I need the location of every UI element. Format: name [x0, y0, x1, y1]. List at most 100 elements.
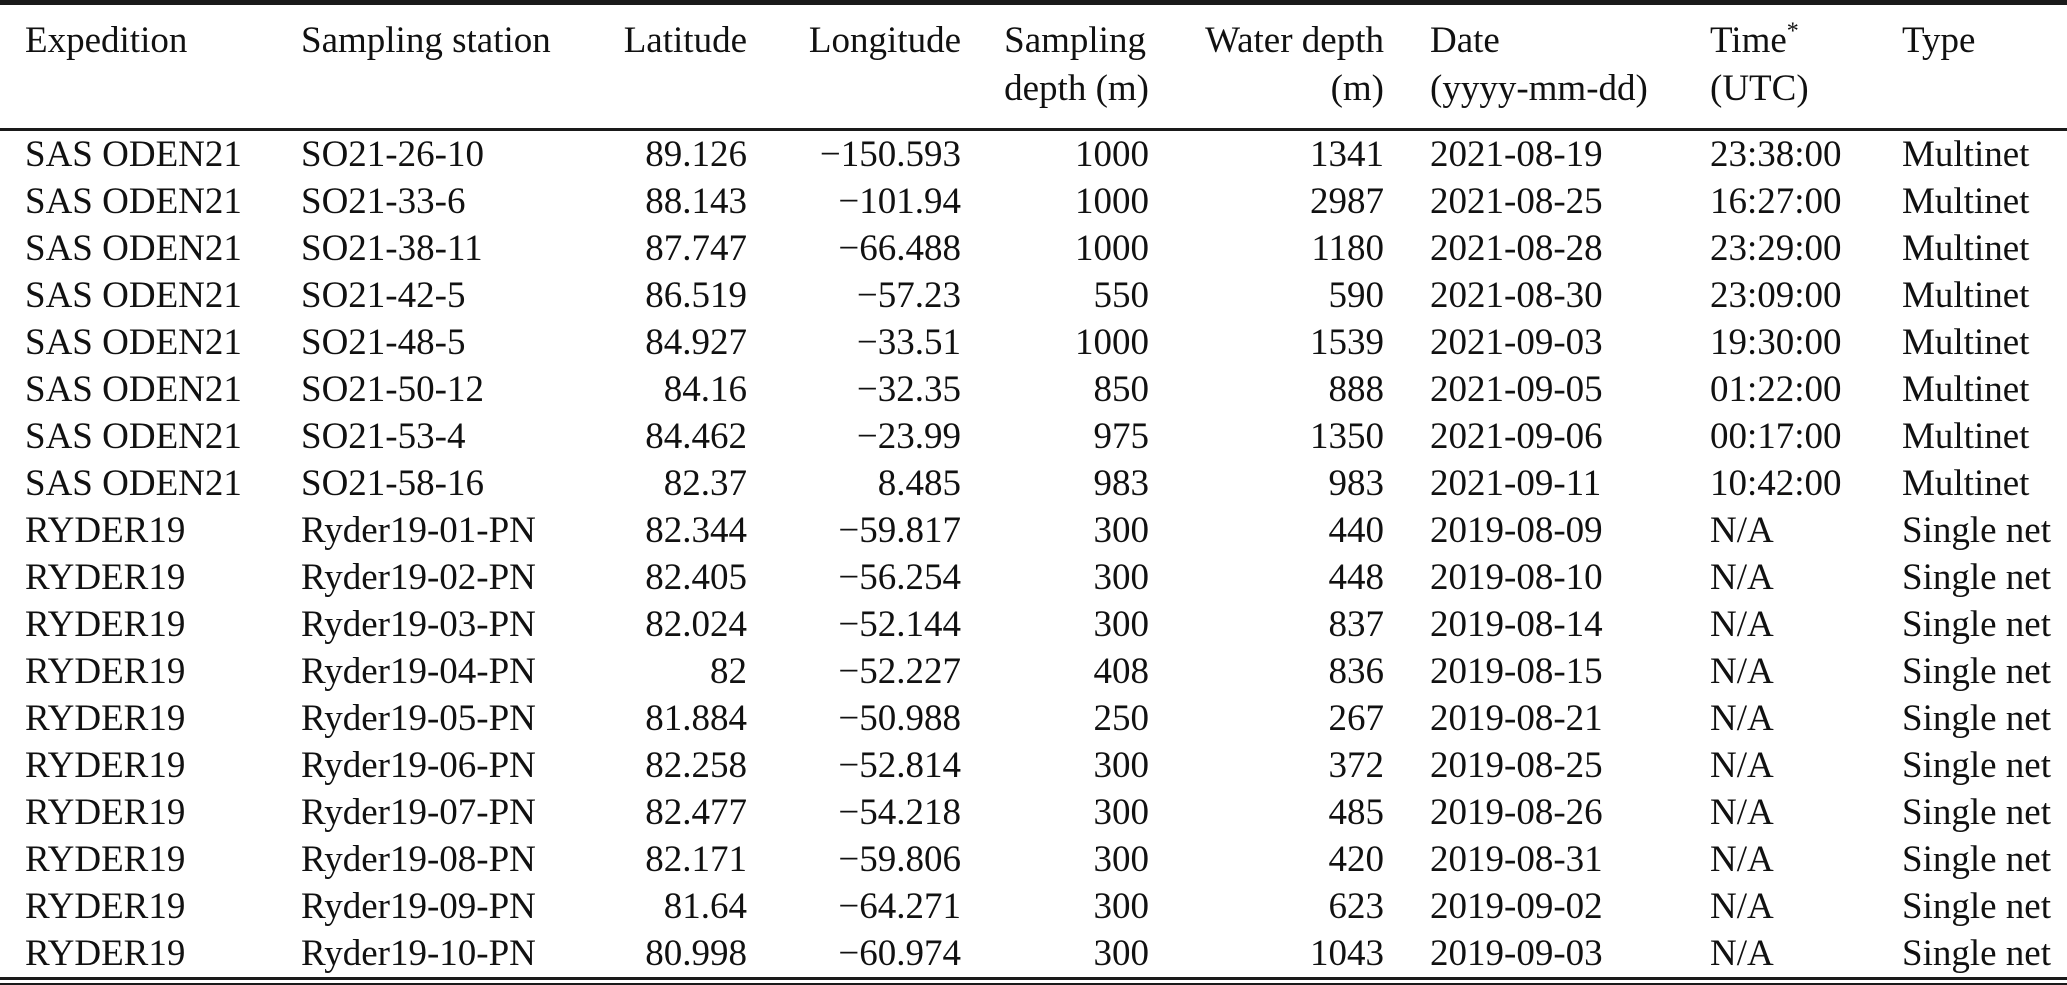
cell-type: Multinet — [1902, 275, 2030, 316]
cell-latitude: 82.405 — [645, 557, 747, 598]
cell-latitude: 84.462 — [645, 416, 747, 457]
cell-date: 2021-09-03 — [1430, 322, 1603, 363]
cell-expedition: SAS ODEN21 — [25, 463, 242, 504]
cell-expedition: RYDER19 — [25, 886, 186, 927]
cell-type: Multinet — [1902, 228, 2030, 269]
col-header-label: Expedition — [25, 20, 188, 61]
cell-type: Single net — [1902, 557, 2052, 598]
table-row: SAS ODEN21 SO21-50-12 84.16 −32.35 850 888 202… — [0, 366, 2067, 413]
cell-longitude: −64.271 — [838, 886, 961, 927]
cell-type: Multinet — [1902, 181, 2030, 222]
cell-date: 2019-08-14 — [1430, 604, 1603, 645]
cell-longitude: −52.144 — [838, 604, 961, 645]
cell-type: Multinet — [1902, 416, 2030, 457]
cell-type: Multinet — [1902, 463, 2030, 504]
cell-time: 01:22:00 — [1710, 369, 1842, 410]
col-header-label: Time* — [1710, 18, 1799, 61]
cell-type: Single net — [1902, 651, 2052, 692]
cell-expedition: SAS ODEN21 — [25, 322, 242, 363]
cell-expedition: SAS ODEN21 — [25, 369, 242, 410]
col-header-label: Sampling station — [301, 20, 551, 61]
cell-longitude: −150.593 — [819, 134, 961, 175]
cell-sampling-depth: 300 — [1093, 510, 1150, 551]
cell-water-depth: 836 — [1328, 651, 1385, 692]
cell-expedition: SAS ODEN21 — [25, 275, 242, 316]
cell-sampling-depth: 1000 — [1075, 134, 1149, 175]
cell-sampling-depth: 1000 — [1075, 228, 1149, 269]
cell-time: N/A — [1710, 698, 1774, 739]
cell-type: Multinet — [1902, 322, 2030, 363]
bottom-rule-thick — [0, 983, 2067, 985]
cell-sampling-depth: 300 — [1093, 604, 1150, 645]
cell-sampling-depth: 983 — [1093, 463, 1150, 504]
cell-water-depth: 888 — [1328, 369, 1385, 410]
col-header-expedition: Expedition — [0, 5, 300, 130]
cell-time: N/A — [1710, 839, 1774, 880]
cell-longitude: 8.485 — [877, 463, 961, 504]
footnote-marker: * — [1786, 18, 1799, 45]
cell-water-depth: 448 — [1328, 557, 1385, 598]
col-header-label: Water depth — [1205, 20, 1384, 61]
cell-date: 2021-08-28 — [1430, 228, 1603, 269]
col-header-longitude: Longitude — [748, 5, 962, 130]
cell-sampling-depth: 850 — [1093, 369, 1150, 410]
col-header-latitude: Latitude — [560, 5, 748, 130]
cell-sampling-station: Ryder19-03-PN — [301, 604, 536, 645]
cell-time: 10:42:00 — [1710, 463, 1842, 504]
cell-time: 19:30:00 — [1710, 322, 1842, 363]
col-header-water-depth: Water depth (m) — [1150, 5, 1385, 130]
col-header-label: Date — [1430, 20, 1500, 61]
table-row: RYDER19 Ryder19-06-PN 82.258 −52.814 300 372 2… — [0, 742, 2067, 789]
cell-type: Single net — [1902, 933, 2052, 974]
cell-expedition: RYDER19 — [25, 792, 186, 833]
cell-expedition: RYDER19 — [25, 604, 186, 645]
cell-longitude: −59.817 — [838, 510, 961, 551]
cell-water-depth: 1180 — [1311, 228, 1384, 269]
cell-sampling-station: SO21-50-12 — [301, 369, 484, 410]
cell-sampling-station: Ryder19-08-PN — [301, 839, 536, 880]
cell-sampling-station: SO21-38-11 — [301, 228, 483, 269]
cell-sampling-station: SO21-42-5 — [301, 275, 466, 316]
cell-longitude: −32.35 — [856, 369, 961, 410]
cell-longitude: −101.94 — [838, 181, 961, 222]
cell-longitude: −52.227 — [838, 651, 961, 692]
cell-expedition: RYDER19 — [25, 839, 186, 880]
cell-time: 23:38:00 — [1710, 134, 1842, 175]
cell-longitude: −50.988 — [838, 698, 961, 739]
cell-date: 2019-08-10 — [1430, 557, 1603, 598]
col-header-label: Longitude — [808, 20, 961, 61]
cell-expedition: RYDER19 — [25, 510, 186, 551]
cell-water-depth: 440 — [1328, 510, 1385, 551]
table-row: RYDER19 Ryder19-07-PN 82.477 −54.218 300 485 2… — [0, 789, 2067, 836]
cell-water-depth: 590 — [1328, 275, 1385, 316]
cell-sampling-station: SO21-48-5 — [301, 322, 466, 363]
cell-sampling-depth: 975 — [1093, 416, 1150, 457]
cell-sampling-depth: 1000 — [1075, 322, 1149, 363]
cell-sampling-depth: 300 — [1093, 886, 1150, 927]
cell-type: Single net — [1902, 745, 2052, 786]
table-row: RYDER19 Ryder19-03-PN 82.024 −52.144 300 837 2… — [0, 601, 2067, 648]
cell-latitude: 82 — [710, 651, 747, 692]
cell-latitude: 84.16 — [663, 369, 747, 410]
col-header-type: Type — [1894, 5, 2067, 130]
table-row: SAS ODEN21 SO21-38-11 87.747 −66.488 1000 118… — [0, 225, 2067, 272]
cell-time: N/A — [1710, 557, 1774, 598]
cell-date: 2019-08-15 — [1430, 651, 1603, 692]
cell-time: N/A — [1710, 792, 1774, 833]
cell-latitude: 82.258 — [645, 745, 747, 786]
table-row: RYDER19 Ryder19-02-PN 82.405 −56.254 300 448 2… — [0, 554, 2067, 601]
cell-water-depth: 1043 — [1310, 933, 1384, 974]
cell-water-depth: 485 — [1328, 792, 1385, 833]
cell-water-depth: 420 — [1328, 839, 1385, 880]
cell-time: N/A — [1710, 510, 1774, 551]
cell-type: Single net — [1902, 886, 2052, 927]
table-body: SAS ODEN21 SO21-26-10 89.126 −150.593 1000 13… — [0, 130, 2067, 978]
cell-time: 00:17:00 — [1710, 416, 1842, 457]
col-header-date: Date (yyyy-mm-dd) — [1385, 5, 1700, 130]
sampling-stations-table: Expedition Sampling station Latitude Lon… — [0, 5, 2067, 977]
cell-longitude: −54.218 — [838, 792, 961, 833]
table-row: SAS ODEN21 SO21-26-10 89.126 −150.593 1000 13… — [0, 130, 2067, 179]
cell-latitude: 86.519 — [645, 275, 747, 316]
cell-type: Multinet — [1902, 134, 2030, 175]
